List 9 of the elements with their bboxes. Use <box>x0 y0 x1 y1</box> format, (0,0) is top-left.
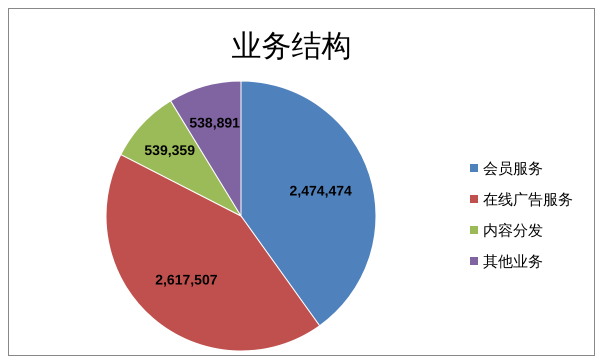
data-label: 2,474,474 <box>290 182 352 198</box>
data-label: 538,891 <box>189 114 240 130</box>
chart-title: 业务结构 <box>232 29 352 64</box>
legend-label: 在线广告服务 <box>483 190 573 208</box>
data-label: 539,359 <box>144 142 196 158</box>
legend-label: 其他业务 <box>483 252 543 270</box>
legend-label: 内容分发 <box>483 221 543 240</box>
data-label: 2,617,507 <box>155 271 218 288</box>
legend-label: 会员服务 <box>483 159 543 178</box>
